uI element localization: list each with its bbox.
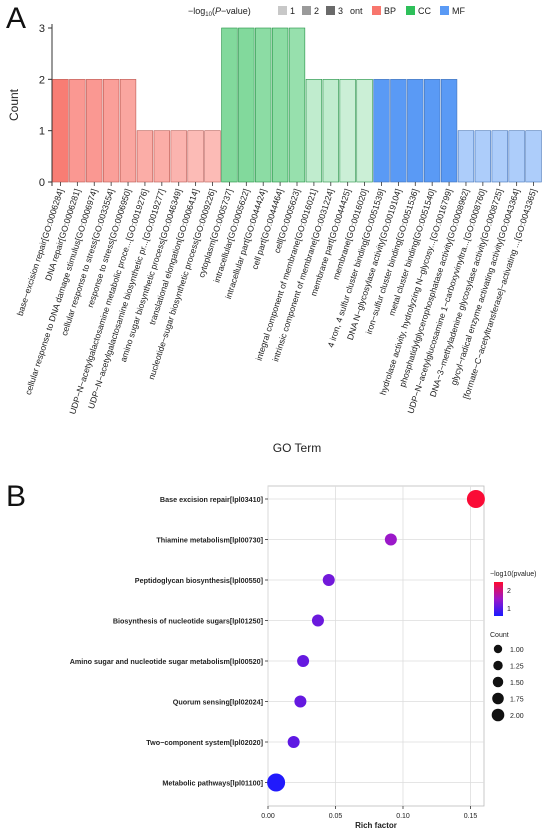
pathway-point: [267, 773, 286, 792]
legend-shade-swatch: [326, 6, 335, 15]
bar: [440, 79, 458, 183]
legend-ont-item: MF: [452, 6, 465, 16]
size-legend-label: 1.75: [510, 697, 524, 704]
pathway-point: [287, 736, 300, 748]
pathway-label: Two−component system[lpl02020]: [146, 738, 263, 747]
x-tick-label: 0.05: [329, 813, 343, 820]
legend-ont-swatch: [372, 6, 381, 15]
color-legend-tick: 2: [507, 588, 511, 595]
y-tick-label: 2: [39, 74, 45, 86]
bar-legend: −log10(P−value) 1 2 3 ont BP CC MF: [188, 6, 465, 18]
bar: [305, 79, 323, 183]
legend-ont-swatch: [406, 6, 415, 15]
x-tick-label: 0.10: [396, 813, 410, 820]
bar: [52, 79, 69, 183]
bar: [102, 79, 120, 183]
color-legend-title: −log10(pvalue): [490, 571, 537, 578]
pathway-label: Biosynthesis of nucleotide sugars[lpl012…: [113, 617, 263, 626]
bar: [491, 130, 508, 183]
y-axis-label: Count: [7, 88, 21, 121]
bar: [474, 130, 492, 183]
panel-a-label: A: [6, 2, 27, 35]
legend-shade-swatch: [302, 6, 311, 15]
y-tick-label: 0: [39, 177, 45, 189]
size-legend-dot: [491, 708, 505, 722]
pathway-label: Base excision repair[lpl03410]: [160, 495, 263, 504]
y-tick-label: 1: [39, 126, 45, 138]
bar: [69, 79, 86, 183]
bar: [170, 130, 187, 183]
kegg-bubble-chart: 0.00 0.05 0.10 0.15 Rich factor Base excision…: [70, 485, 537, 830]
bar: [525, 130, 542, 183]
pathway-point: [294, 695, 307, 708]
bar: [153, 130, 170, 183]
legend-ont-swatch: [440, 6, 449, 15]
size-legend-label: 1.50: [510, 680, 524, 687]
pathway-point: [466, 490, 485, 508]
bar: [255, 27, 272, 183]
legend-ont-item: BP: [384, 6, 396, 16]
size-legend-label: 1.25: [510, 664, 524, 671]
y-tick-label: 3: [39, 23, 45, 35]
bar: [508, 130, 525, 183]
pathway-label: Thiamine metabolism[lpl00730]: [156, 536, 263, 545]
legend-shade-swatch: [278, 6, 287, 15]
bar: [271, 27, 289, 183]
pathway-label: Quorum sensing[lpl02024]: [173, 698, 263, 707]
x-axis-label: Rich factor: [355, 821, 397, 830]
pathway-point: [311, 614, 324, 627]
panel-b-label: B: [6, 480, 27, 513]
pathway-point: [297, 655, 310, 667]
pathway-label: Amino sugar and nucleotide sugar metabol…: [70, 657, 263, 666]
bar: [356, 79, 373, 183]
pathway-label: Metabolic pathways[lpl01100]: [162, 779, 263, 788]
legend-ont-item: CC: [418, 6, 431, 16]
x-tick-label: 0.00: [261, 813, 275, 820]
bar: [457, 130, 475, 183]
bar: [221, 27, 238, 183]
pathway-label: Peptidoglycan biosynthesis[lpl00550]: [135, 576, 263, 585]
bar: [407, 79, 424, 183]
x-axis-label: GO Term: [273, 441, 321, 455]
color-legend-bar: [494, 582, 503, 616]
size-legend-title: Count: [490, 632, 509, 639]
bar: [288, 27, 306, 183]
bar: [86, 79, 103, 183]
size-legend-dot: [492, 692, 504, 705]
go-bar-chart: −log10(P−value) 1 2 3 ont BP CC MF0123Countbase…: [7, 6, 542, 455]
size-legend-dot: [493, 644, 503, 654]
size-legend-label: 2.00: [510, 713, 524, 720]
bar: [390, 79, 407, 183]
bar: [238, 27, 255, 183]
bar: [322, 79, 339, 183]
bar: [424, 79, 441, 183]
legend-title: −log10(P−value): [188, 6, 251, 18]
bar: [373, 79, 390, 183]
size-legend-dot: [492, 676, 504, 688]
legend-shade-label: 3: [338, 6, 343, 16]
plot-area: [267, 485, 485, 807]
bar: [119, 79, 137, 183]
bar: [339, 79, 356, 183]
x-tick-label: 0.15: [464, 813, 478, 820]
legend-shade-label: 2: [314, 6, 319, 16]
pathway-point: [384, 533, 397, 546]
legend-ont-label: ont: [350, 6, 363, 16]
size-legend-label: 1.00: [510, 647, 524, 654]
bar: [187, 130, 204, 183]
color-legend-tick: 1: [507, 606, 511, 613]
size-legend-dot: [493, 660, 503, 671]
legend-shade-label: 1: [290, 6, 295, 16]
pathway-point: [322, 574, 335, 586]
bar: [136, 130, 154, 183]
bar: [204, 130, 221, 183]
